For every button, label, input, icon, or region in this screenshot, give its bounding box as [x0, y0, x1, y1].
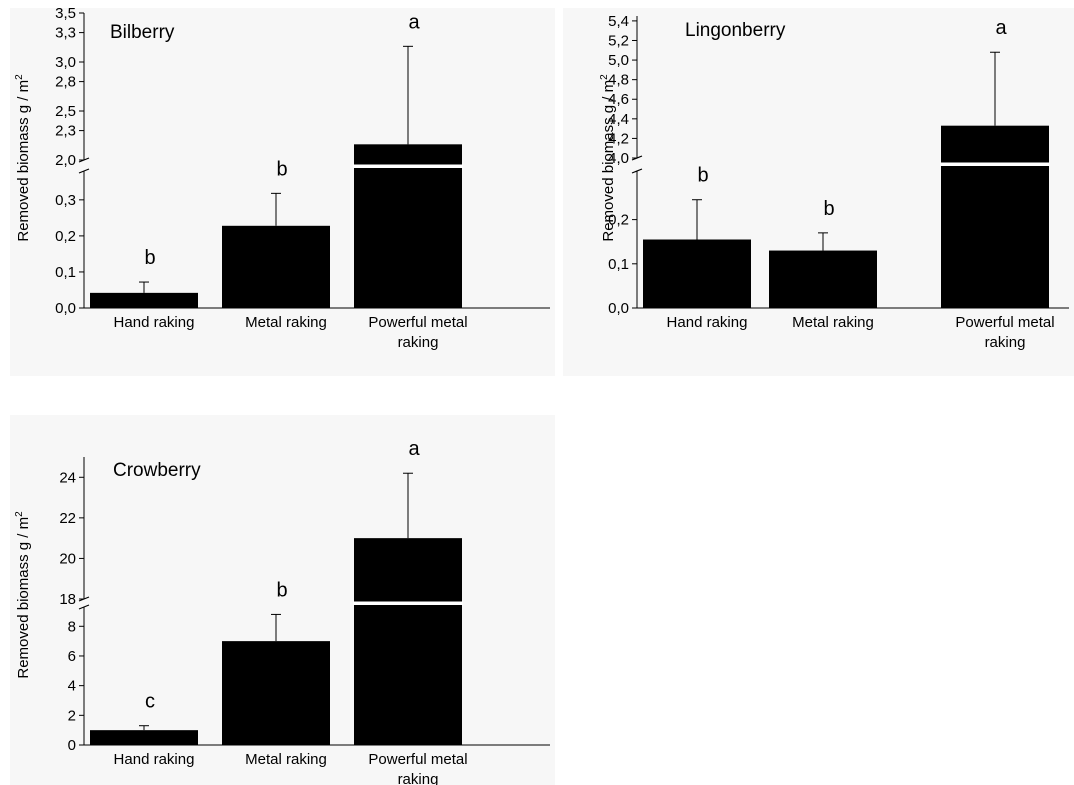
y-tick-label: 0,1: [55, 264, 76, 281]
category-label: Metal raking: [792, 314, 874, 331]
bar: [941, 125, 1049, 308]
y-tick-label: 4,4: [608, 111, 629, 128]
bar: [222, 641, 330, 745]
y-tick-label: 0,0: [608, 300, 629, 317]
axis-break-mark: [631, 168, 643, 174]
chart-panel-lingonberry: 0,0 0,1 0,2 4,0 4,2 4,4 4,6 4,8 5,0 5,2 5,4 Removed…: [563, 8, 1074, 376]
y-tick-label: 22: [59, 510, 76, 527]
y-tick-label: 4,2: [608, 130, 629, 147]
y-axis-label: Removed biomass g / m2: [599, 74, 617, 242]
category-label: Powerful metal: [368, 751, 467, 768]
chart-panel-crowberry: 0 2 4 6 8 18 20 22 24 Removed biomass g / m2 Crowb…: [10, 415, 555, 785]
bar-break-gap: [353, 601, 463, 605]
axis-break-mark: [78, 168, 90, 174]
category-label: Powerful metal: [955, 314, 1054, 331]
significance-letter: b: [697, 165, 708, 187]
category-label: Hand raking: [114, 314, 195, 331]
y-tick-label: 0: [68, 737, 76, 754]
y-tick-label: 5,0: [608, 52, 629, 69]
significance-letter: b: [144, 247, 155, 269]
y-tick-label: 0,3: [55, 192, 76, 209]
y-tick-label: 3,3: [55, 25, 76, 42]
category-label: raking: [398, 334, 439, 351]
y-tick-label: 20: [59, 550, 76, 567]
y-tick-label: 8: [68, 618, 76, 635]
significance-letter: b: [823, 198, 834, 220]
chart-lingonberry: 0,0 0,1 0,2 4,0 4,2 4,4 4,6 4,8 5,0 5,2 5,4 Removed…: [599, 13, 1069, 351]
significance-letter: a: [408, 11, 420, 33]
y-tick-label: 0,0: [55, 300, 76, 317]
bar: [354, 538, 462, 745]
y-tick-label: 4,8: [608, 72, 629, 89]
chart-bilberry: 0,0 0,1 0,2 0,3 2,0 2,3 2,5 2,8 3,0 3,3 3,5 Removed…: [14, 5, 550, 351]
category-label: Metal raking: [245, 314, 327, 331]
bar: [90, 292, 198, 308]
y-tick-label: 6: [68, 648, 76, 665]
category-label: raking: [398, 771, 439, 785]
bar: [354, 144, 462, 308]
y-tick-label: 2: [68, 707, 76, 724]
y-tick-label: 4,6: [608, 91, 629, 108]
bar: [769, 250, 877, 308]
bar-break-gap: [353, 164, 463, 168]
significance-letter: b: [276, 158, 287, 180]
y-tick-label: 5,4: [608, 13, 629, 30]
chart-panel-bilberry: 0,0 0,1 0,2 0,3 2,0 2,3 2,5 2,8 3,0 3,3 3,5 Removed…: [10, 5, 555, 376]
category-label: Metal raking: [245, 751, 327, 768]
significance-letter: b: [276, 579, 287, 601]
y-tick-label: 4: [68, 678, 76, 695]
category-label: Powerful metal: [368, 314, 467, 331]
bar: [643, 239, 751, 308]
y-tick-label: 2,3: [55, 123, 76, 140]
y-tick-label: 24: [59, 469, 76, 486]
category-label: Hand raking: [114, 751, 195, 768]
y-tick-label: 18: [59, 591, 76, 608]
chart-title: Lingonberry: [685, 20, 786, 41]
y-axis-label: Removed biomass g / m2: [14, 74, 32, 242]
y-tick-label: 2,5: [55, 103, 76, 120]
axis-break-mark: [78, 604, 90, 610]
bar: [90, 730, 198, 745]
y-axis-label: Removed biomass g / m2: [14, 511, 32, 679]
y-tick-label: 3,5: [55, 5, 76, 22]
y-tick-label: 2,0: [55, 152, 76, 169]
y-tick-label: 5,2: [608, 32, 629, 49]
significance-letter: a: [408, 438, 420, 460]
y-tick-label: 0,1: [608, 256, 629, 273]
y-tick-label: 0,2: [55, 228, 76, 245]
bar: [222, 225, 330, 308]
chart-title: Crowberry: [113, 460, 201, 481]
chart-title: Bilberry: [110, 22, 175, 43]
category-label: raking: [985, 334, 1026, 351]
y-tick-label: 3,0: [55, 54, 76, 71]
significance-letter: c: [145, 691, 155, 713]
y-tick-label: 2,8: [55, 74, 76, 91]
bar-break-gap: [940, 162, 1050, 166]
significance-letter: a: [995, 17, 1007, 39]
category-label: Hand raking: [667, 314, 748, 331]
y-tick-label: 4,0: [608, 150, 629, 167]
y-tick-label: 0,2: [608, 212, 629, 229]
